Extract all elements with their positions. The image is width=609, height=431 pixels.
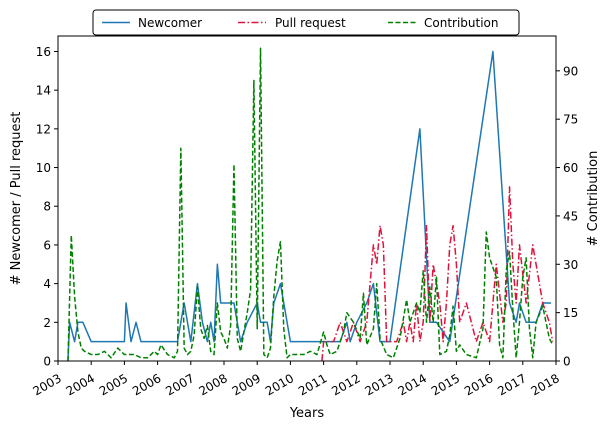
y-left-tick-label: 8 — [43, 200, 51, 214]
legend-box — [92, 9, 520, 36]
y-right-tick-label: 30 — [563, 258, 578, 272]
y-left-tick-label: 14 — [36, 84, 51, 98]
series-layer — [67, 47, 554, 361]
x-tick-label: 2007 — [163, 371, 196, 398]
x-tick-label: 2005 — [97, 371, 130, 398]
series-line-contribution — [67, 47, 554, 361]
legend-label-pull-request: Pull request — [275, 16, 346, 30]
y-left-tick-label: 4 — [43, 277, 51, 291]
x-tick-label: 2006 — [130, 371, 163, 398]
y-right-tick-label: 0 — [563, 355, 571, 369]
y-left-tick-label: 16 — [36, 45, 51, 59]
y-right-tick-label: 90 — [563, 64, 578, 78]
x-tick-label: 2008 — [196, 371, 229, 398]
x-tick-label: 2018 — [528, 371, 561, 398]
series-line-newcomer — [67, 50, 552, 361]
x-tick-label: 2011 — [296, 371, 329, 398]
y-right-tick-label: 75 — [563, 113, 578, 127]
legend: Newcomer Pull request Contribution — [92, 9, 520, 36]
x-tick-label: 2016 — [462, 371, 495, 398]
y-axis-left-label: # Newcomer / Pull request — [9, 112, 24, 286]
y-left-tick-label: 0 — [43, 355, 51, 369]
x-tick-label: 2017 — [495, 371, 528, 398]
y-right-tick-label: 15 — [563, 306, 578, 320]
x-tick-label: 2010 — [263, 371, 296, 398]
x-tick-label: 2015 — [429, 371, 462, 398]
x-tick-label: 2014 — [396, 371, 429, 398]
y-right-tick-label: 45 — [563, 209, 578, 223]
y-axis-right-label: # Contribution — [586, 151, 601, 247]
x-tick-label: 2013 — [362, 371, 395, 398]
y-left-tick-label: 10 — [36, 161, 51, 175]
x-tick-label: 2012 — [329, 371, 362, 398]
x-tick-label: 2003 — [30, 371, 63, 398]
legend-label-contribution: Contribution — [424, 16, 499, 30]
legend-label-newcomer: Newcomer — [138, 16, 202, 30]
y-left-tick-label: 12 — [36, 122, 51, 136]
series-line-pull-request — [321, 186, 554, 361]
y-left-tick-label: 6 — [43, 238, 51, 252]
x-tick-label: 2004 — [64, 371, 97, 398]
y-left-tick-label: 2 — [43, 316, 51, 330]
y-right-tick-label: 60 — [563, 161, 578, 175]
x-axis-label: Years — [289, 406, 325, 421]
x-tick-label: 2009 — [230, 371, 263, 398]
plot-frame — [57, 35, 557, 362]
